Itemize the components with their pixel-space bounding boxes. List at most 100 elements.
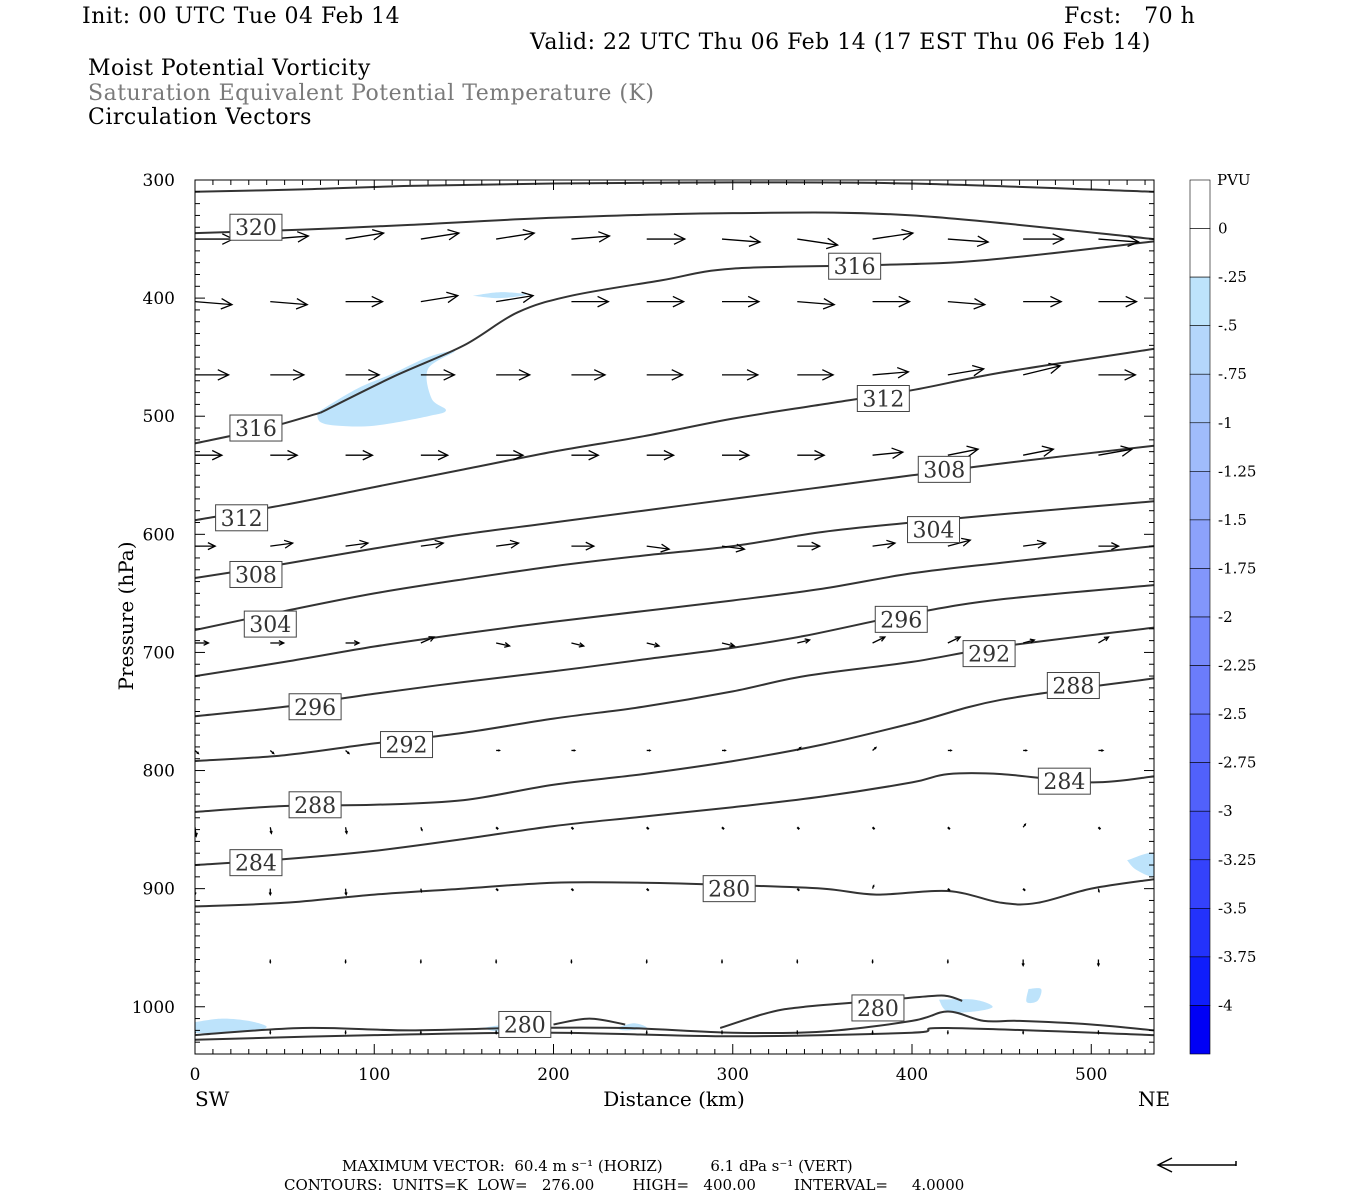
vector-head: [597, 295, 610, 308]
mpv-shading-region-2: [938, 999, 993, 1013]
vector-shaft: [721, 826, 725, 830]
vector-head: [371, 228, 386, 241]
vector-head: [1050, 295, 1063, 308]
vector-head: [645, 1032, 648, 1035]
colorbar-label: -3: [1218, 802, 1233, 820]
theta-es-contour-320-0: [195, 181, 1154, 193]
y-tick-label: 700: [143, 643, 175, 663]
circulation-vector: [570, 826, 575, 830]
vector-head: [504, 642, 512, 648]
circulation-vector: [495, 1030, 498, 1035]
circulation-vector: [420, 539, 445, 549]
vector-head: [498, 749, 501, 752]
circulation-vector: [419, 959, 422, 965]
circulation-vector: [646, 233, 687, 245]
colorbar-segment: [1189, 422, 1211, 472]
vector-head: [344, 961, 347, 965]
theta-es-contour-304-8: [195, 500, 1154, 631]
vector-shaft: [721, 238, 761, 243]
vector-head: [588, 449, 600, 461]
vector-head: [344, 830, 348, 835]
circulation-vector: [872, 636, 887, 644]
vector-head: [973, 298, 987, 310]
vector-head: [747, 295, 761, 308]
circulation-vector: [571, 642, 586, 648]
theta-es-contour-280-20: [195, 1010, 1154, 1037]
contour-label-box: [851, 994, 905, 1022]
vector-head: [822, 369, 835, 381]
circulation-vector: [420, 228, 461, 241]
circulation-vector: [344, 888, 348, 897]
vector-head: [195, 892, 197, 897]
theta-es-contour-280-22: [553, 1017, 626, 1026]
circulation-vector: [946, 959, 949, 965]
circulation-vector: [344, 1030, 347, 1035]
contour-label-box: [243, 610, 297, 638]
circulation-vector: [496, 369, 532, 381]
vector-head: [598, 231, 611, 243]
vector-head: [203, 640, 210, 646]
vector-head: [1048, 362, 1062, 375]
vector-shaft: [947, 636, 961, 644]
vector-head: [269, 961, 272, 965]
circulation-vector: [721, 826, 725, 830]
circulation-vector: [571, 541, 596, 551]
circulation-vector: [947, 298, 987, 310]
contour-label-312-5: 312: [215, 504, 269, 532]
vector-head: [509, 539, 521, 549]
theta-es-contour-280-19: [195, 878, 1154, 908]
circulation-vector: [646, 295, 686, 308]
colorbar-label: -.75: [1218, 365, 1247, 383]
vector-shaft: [872, 451, 903, 456]
field-title-mpv: Moist Potential Vorticity: [88, 56, 371, 81]
circulation-vector: [1098, 542, 1121, 551]
colorbar-label: -3.25: [1218, 851, 1256, 869]
contour-label-box: [917, 455, 971, 483]
x-tick-label: 400: [896, 1065, 928, 1085]
vector-shaft: [796, 826, 800, 830]
contour-label-box: [229, 414, 283, 442]
circulation-vector: [947, 537, 972, 547]
vector-head: [672, 295, 686, 308]
theta-es-contour-300-10: [195, 545, 1154, 678]
y-tick-label: 800: [143, 762, 175, 782]
vector-head: [295, 298, 309, 310]
circulation-vector: [646, 543, 671, 553]
vector-head: [735, 543, 746, 553]
vector-head: [1036, 539, 1048, 549]
vector-shaft: [797, 639, 810, 644]
circulation-vector: [797, 298, 836, 310]
vector-head: [1124, 369, 1137, 381]
circulation-vector: [722, 369, 760, 381]
vector-head: [570, 1032, 573, 1035]
vector-head: [1021, 963, 1025, 968]
y-axis-label: Pressure (hPa): [114, 542, 138, 691]
circulation-vector: [571, 449, 600, 461]
vector-head: [1097, 890, 1100, 894]
vector-shaft: [646, 545, 670, 550]
circulation-vector: [345, 369, 381, 381]
circulation-vector: [722, 449, 751, 461]
circulation-vector: [947, 749, 953, 752]
vector-head: [871, 961, 874, 965]
circulation-vector: [571, 749, 577, 752]
colorbar-segment: [1189, 956, 1211, 1006]
vector-shaft: [1098, 448, 1133, 456]
vector-shaft: [571, 642, 584, 647]
circulation-vector: [571, 231, 611, 243]
plot-frame: [194, 179, 1155, 1055]
circulation-vector: [1097, 1030, 1100, 1035]
contour-info-note: CONTOURS: UNITS=K LOW= 276.00 HIGH= 400.…: [284, 1176, 965, 1194]
vector-head: [1101, 749, 1105, 752]
vector-head: [946, 1032, 949, 1035]
vector-shaft: [496, 542, 519, 547]
contour-label-280-20: 280: [498, 1010, 552, 1038]
circulation-vector: [269, 1030, 272, 1035]
x-tick-label: 500: [1075, 1065, 1107, 1085]
vector-shaft: [947, 448, 979, 456]
vector-head: [814, 449, 826, 461]
mpv-shading-layer: [195, 292, 1154, 1034]
contour-label-text: 280: [857, 997, 899, 1022]
vector-head: [419, 1032, 422, 1035]
contour-label-text: 296: [294, 696, 336, 721]
